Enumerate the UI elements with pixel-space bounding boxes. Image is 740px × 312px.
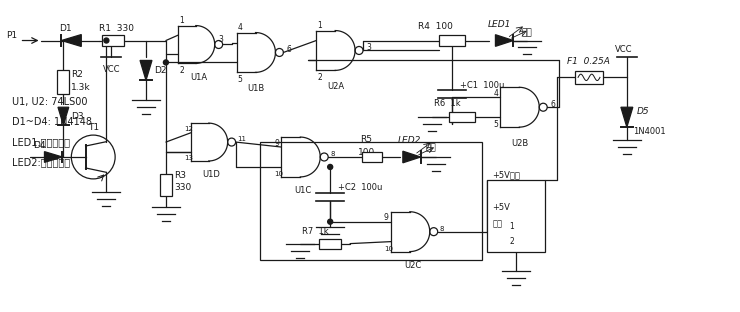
Bar [575,71,603,84]
Text: 红色: 红色 [425,144,437,153]
Bar [439,35,465,46]
Text: 6: 6 [551,100,555,109]
Text: 4: 4 [238,23,243,32]
Circle shape [328,219,333,224]
Text: 8: 8 [440,226,444,232]
Text: LED2: LED2 [398,136,421,144]
Text: 1: 1 [179,16,184,25]
Text: 6: 6 [286,45,292,54]
Text: 10: 10 [275,171,283,177]
Text: D4: D4 [33,140,46,149]
Text: 100: 100 [358,148,375,157]
Text: R5: R5 [360,134,372,144]
Text: D3: D3 [71,112,84,121]
Text: U1B: U1B [248,84,265,93]
Bar [260,142,482,260]
Text: R2: R2 [71,70,83,79]
Text: LED1:低电平指示: LED1:低电平指示 [12,137,70,147]
Text: R3: R3 [174,171,186,180]
Text: 5: 5 [238,75,243,84]
Bar [102,35,124,46]
Polygon shape [140,61,152,80]
Bar [488,180,545,251]
Text: D5: D5 [637,107,650,116]
Text: 1.3k: 1.3k [71,83,91,92]
Text: 2: 2 [317,73,322,82]
Text: U1C: U1C [295,186,312,195]
Text: P1: P1 [7,31,18,40]
Bar [448,112,474,122]
Polygon shape [61,35,81,46]
Bar [319,239,341,249]
Text: 11: 11 [238,136,246,142]
Polygon shape [44,152,62,162]
Text: LED1: LED1 [488,20,511,29]
Text: 8: 8 [330,151,334,157]
Text: U1D: U1D [203,170,221,179]
Text: T1: T1 [88,123,99,132]
Polygon shape [621,107,633,127]
Text: 5: 5 [494,119,498,129]
Text: 2: 2 [509,237,514,246]
Polygon shape [58,107,69,125]
Text: R7  1k: R7 1k [303,227,329,236]
Text: F1  0.25A: F1 0.25A [567,57,610,66]
Text: D1~D4: 1N4148: D1~D4: 1N4148 [12,117,92,127]
Text: U1A: U1A [189,73,207,82]
Text: 3: 3 [218,35,223,44]
Text: U2C: U2C [404,261,421,270]
Text: U1, U2: 74LS00: U1, U2: 74LS00 [12,97,87,107]
Text: U2A: U2A [327,82,344,91]
Text: 13: 13 [184,155,193,162]
Text: +5V电源: +5V电源 [492,170,520,179]
Text: 9: 9 [384,213,388,222]
Circle shape [104,38,109,43]
Circle shape [328,164,333,169]
Circle shape [164,60,169,65]
Text: 1: 1 [317,21,322,30]
Text: LED2:高电平指示: LED2:高电平指示 [12,157,70,167]
Bar [362,152,382,162]
Text: R1  330: R1 330 [99,24,134,33]
Text: VCC: VCC [103,65,121,74]
Text: D2: D2 [154,66,166,75]
Text: 9: 9 [275,139,279,148]
Text: 4: 4 [494,89,498,98]
Text: 330: 330 [174,183,191,193]
Text: +C2  100u: +C2 100u [338,183,383,193]
Bar [58,71,70,94]
Text: D1: D1 [59,24,72,33]
Text: R4  100: R4 100 [418,22,453,31]
Text: 电源: 电源 [492,219,502,228]
Text: R6  1k: R6 1k [434,99,460,108]
Text: VCC: VCC [615,45,633,54]
Text: 1: 1 [509,222,514,231]
Bar [160,174,172,196]
Text: 绿色: 绿色 [521,28,532,37]
Text: 10: 10 [384,246,393,251]
Text: 12: 12 [184,126,193,132]
Text: +5V: +5V [492,203,511,212]
Text: 1N4001: 1N4001 [633,127,665,136]
Text: 3: 3 [366,43,371,52]
Text: 2: 2 [179,66,184,75]
Polygon shape [496,35,514,46]
Polygon shape [403,151,421,163]
Text: U2B: U2B [511,139,528,148]
Text: +C1  100u: +C1 100u [460,81,504,90]
